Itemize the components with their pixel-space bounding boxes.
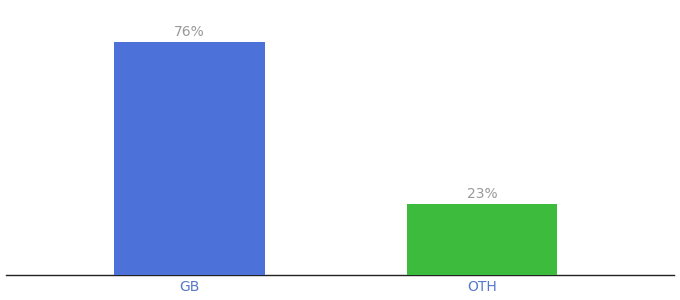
Bar	[114, 42, 265, 275]
Text: 76%: 76%	[174, 25, 205, 39]
Bar	[407, 205, 558, 275]
Text: 23%: 23%	[467, 187, 498, 201]
